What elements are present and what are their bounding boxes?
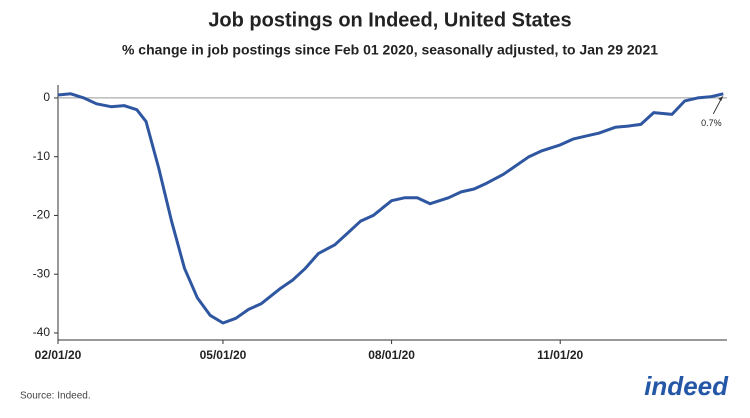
y-tick-label: -30	[33, 266, 51, 280]
source: Source: Indeed.	[20, 391, 91, 402]
annotation: 0.7%	[701, 118, 722, 128]
logo: indeed	[644, 371, 729, 401]
y-tick-label: -40	[33, 325, 51, 339]
x-tick-label: 11/01/20	[537, 348, 583, 362]
x-tick-label: 05/01/20	[200, 348, 247, 362]
y-tick-label: -10	[33, 149, 51, 163]
x-tick-label: 08/01/20	[368, 348, 415, 362]
y-tick-label: 0	[43, 90, 50, 104]
x-tick-label: 02/01/20	[35, 348, 82, 362]
annotation-arrowhead	[718, 95, 724, 101]
chart-title: Job postings on Indeed, United States	[208, 9, 571, 31]
chart-subtitle: % change in job postings since Feb 01 20…	[122, 42, 658, 58]
y-tick-label: -20	[33, 208, 51, 222]
line	[57, 92, 724, 325]
